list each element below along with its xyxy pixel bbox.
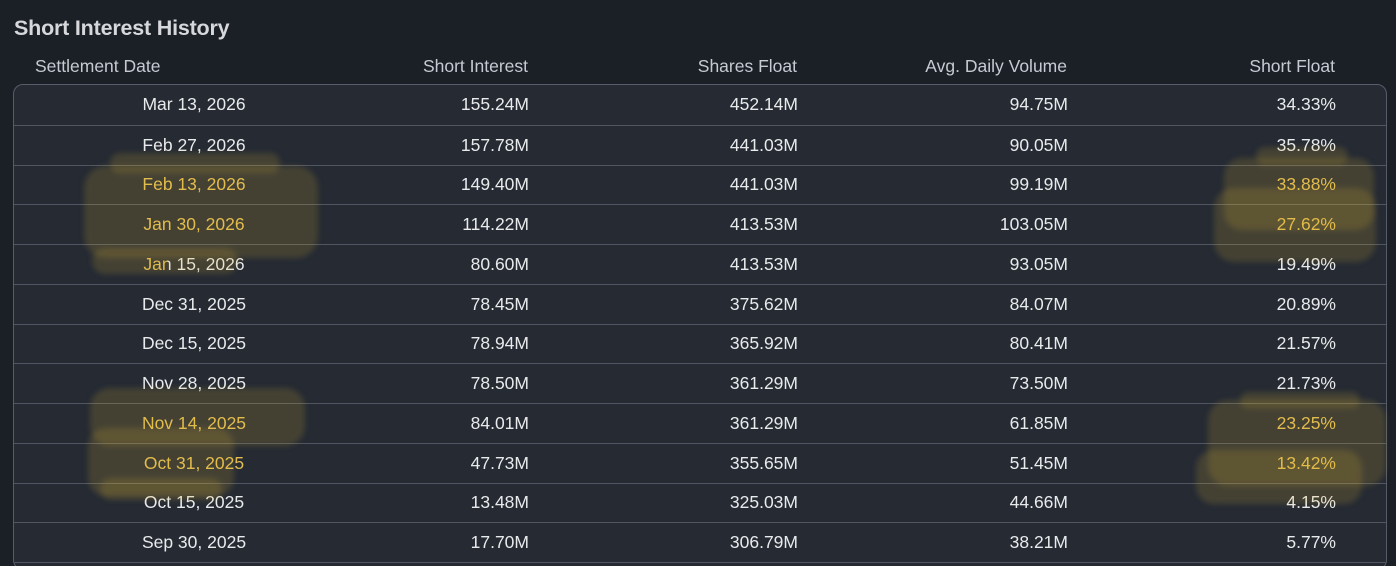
cell-settlement-date: Nov 14, 2025 <box>141 412 247 433</box>
short-interest-history-table: Mar 13, 2026 155.24M 452.14M 94.75M 34.3… <box>13 84 1387 566</box>
cell-short-interest: 13.48M <box>470 492 529 513</box>
column-header-short-float: Short Float <box>1249 55 1335 76</box>
cell-avg-daily-volume: 94.75M <box>1009 94 1068 115</box>
column-header-avg-daily-volume: Avg. Daily Volume <box>925 55 1067 76</box>
table-row: Jan 15, 2026 80.60M 413.53M 93.05M 19.49… <box>14 244 1386 284</box>
cell-shares-float: 306.79M <box>729 532 798 553</box>
cell-avg-daily-volume: 38.21M <box>1009 532 1068 553</box>
cell-short-float: 5.77% <box>1286 532 1336 553</box>
page-title: Short Interest History <box>14 16 230 40</box>
cell-short-interest: 17.70M <box>470 532 529 553</box>
cell-shares-float: 375.62M <box>729 293 798 314</box>
cell-settlement-date: Jan 30, 2026 <box>143 214 245 235</box>
cell-short-float: 21.73% <box>1276 373 1336 394</box>
cell-short-float: 21.57% <box>1276 333 1336 354</box>
cell-shares-float: 452.14M <box>729 94 798 115</box>
cell-settlement-date: Oct 15, 2025 <box>143 492 245 513</box>
column-header-settlement-date: Settlement Date <box>35 55 161 76</box>
cell-short-float: 33.88% <box>1276 174 1336 195</box>
column-header-short-interest: Short Interest <box>422 55 528 76</box>
cell-short-float: 34.33% <box>1276 94 1336 115</box>
cell-avg-daily-volume: 103.05M <box>999 214 1068 235</box>
table-row: Jan 30, 2026 114.22M 413.53M 103.05M 27.… <box>14 204 1386 244</box>
cell-avg-daily-volume: 99.19M <box>1009 174 1068 195</box>
cell-short-float: 13.42% <box>1276 452 1336 473</box>
table-row: Sep 30, 2025 17.70M 306.79M 38.21M 5.77% <box>14 522 1386 562</box>
table-header: Settlement Date Short Interest Shares Fl… <box>13 53 1385 79</box>
cell-short-interest: 80.60M <box>470 253 529 274</box>
table-row: Mar 13, 2026 155.24M 452.14M 94.75M 34.3… <box>14 85 1386 125</box>
cell-avg-daily-volume: 80.41M <box>1009 333 1068 354</box>
cell-short-float: 23.25% <box>1276 412 1336 433</box>
cell-shares-float: 361.29M <box>729 373 798 394</box>
cell-settlement-date: Oct 31, 2025 <box>143 452 245 473</box>
table-body: Mar 13, 2026 155.24M 452.14M 94.75M 34.3… <box>14 85 1386 566</box>
cell-avg-daily-volume: 44.66M <box>1009 492 1068 513</box>
table-row-clipped <box>14 562 1386 566</box>
cell-short-interest: 78.50M <box>470 373 529 394</box>
table-row: Oct 15, 2025 13.48M 325.03M 44.66M 4.15% <box>14 482 1386 523</box>
cell-short-float: 27.62% <box>1276 214 1336 235</box>
cell-short-interest: 78.45M <box>470 293 529 314</box>
table-row: Dec 31, 2025 78.45M 375.62M 84.07M 20.89… <box>14 283 1386 324</box>
cell-shares-float: 355.65M <box>729 452 798 473</box>
cell-avg-daily-volume: 90.05M <box>1009 134 1068 155</box>
cell-settlement-date: Jan 15, 2026 <box>14 254 374 275</box>
cell-shares-float: 325.03M <box>729 492 798 513</box>
cell-shares-float: 441.03M <box>729 134 798 155</box>
table-row: Oct 31, 2025 47.73M 355.65M 51.45M 13.42… <box>14 442 1386 483</box>
cell-shares-float: 365.92M <box>729 333 798 354</box>
cell-settlement-date: Dec 15, 2025 <box>141 333 247 354</box>
cell-settlement-date: Feb 27, 2026 <box>142 134 246 155</box>
table-row: Nov 14, 2025 84.01M 361.29M 61.85M 23.25… <box>14 403 1386 443</box>
column-header-shares-float: Shares Float <box>697 55 797 76</box>
cell-short-interest: 84.01M <box>470 412 529 433</box>
cell-avg-daily-volume: 73.50M <box>1009 373 1068 394</box>
cell-shares-float: 441.03M <box>729 174 798 195</box>
cell-shares-float: 361.29M <box>729 412 798 433</box>
table-row: Dec 15, 2025 78.94M 365.92M 80.41M 21.57… <box>14 323 1386 364</box>
cell-avg-daily-volume: 61.85M <box>1009 412 1068 433</box>
cell-short-float: 19.49% <box>1276 253 1336 274</box>
cell-short-float: 20.89% <box>1276 293 1336 314</box>
table-row: Feb 27, 2026 157.78M 441.03M 90.05M 35.7… <box>14 124 1386 165</box>
cell-settlement-date: Feb 13, 2026 <box>142 174 246 195</box>
cell-settlement-date: Dec 31, 2025 <box>141 293 247 314</box>
cell-short-interest: 149.40M <box>460 174 529 195</box>
cell-avg-daily-volume: 51.45M <box>1009 452 1068 473</box>
cell-settlement-date: Nov 28, 2025 <box>141 373 247 394</box>
cell-short-float: 35.78% <box>1276 134 1336 155</box>
cell-short-interest: 78.94M <box>470 333 529 354</box>
cell-short-float: 4.15% <box>1286 492 1336 513</box>
cell-shares-float: 413.53M <box>729 253 798 274</box>
cell-avg-daily-volume: 93.05M <box>1009 253 1068 274</box>
cell-avg-daily-volume: 84.07M <box>1009 293 1068 314</box>
cell-shares-float: 413.53M <box>729 214 798 235</box>
table-row: Nov 28, 2025 78.50M 361.29M 73.50M 21.73… <box>14 363 1386 403</box>
cell-settlement-date: Sep 30, 2025 <box>141 532 247 553</box>
cell-short-interest: 155.24M <box>460 94 529 115</box>
cell-short-interest: 47.73M <box>470 452 529 473</box>
table-row: Feb 13, 2026 149.40M 441.03M 99.19M 33.8… <box>14 164 1386 205</box>
cell-settlement-date: Mar 13, 2026 <box>142 94 246 115</box>
cell-short-interest: 114.22M <box>462 214 529 235</box>
cell-short-interest: 157.78M <box>460 134 529 155</box>
